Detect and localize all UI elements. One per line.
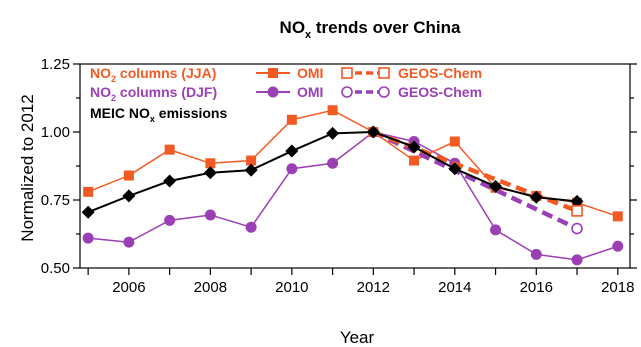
legend-geos-jja-marker-left: [341, 67, 353, 79]
axis-ticks: 2006 2008 2010 2012 2014 2016 2018 0.50 0.75 1.00…: [41, 56, 637, 296]
omi-djf-point: [612, 240, 624, 252]
legend-meic-label: MEIC NOx emissions: [90, 105, 227, 124]
x-tick-label: 2012: [357, 279, 390, 296]
legend-djf-label-rest: columns (DJF): [116, 84, 217, 100]
x-axis-label: Year: [340, 328, 375, 347]
omi-djf-point: [490, 224, 502, 236]
x-tick-label: 2006: [112, 279, 145, 296]
meic-point: [81, 205, 95, 219]
chart-title-main: NO: [280, 18, 306, 37]
omi-djf-point: [571, 254, 583, 266]
legend-meic-label-sub: x: [150, 114, 155, 124]
legend-geos-jja-marker-right: [378, 67, 390, 79]
omi-djf-point: [286, 163, 298, 175]
legend-geos-djf-text: GEOS-Chem: [398, 84, 482, 100]
meic-point: [203, 166, 217, 180]
legend-jja-label: NO2 columns (JJA): [90, 65, 216, 84]
omi-jja-point: [246, 155, 257, 166]
meic-point: [570, 194, 584, 208]
legend-geos-jja-text: GEOS-Chem: [398, 65, 482, 81]
series-layer: [81, 105, 624, 266]
geos-djf-line: [372, 129, 579, 231]
x-tick-label: 2014: [438, 279, 471, 296]
omi-jja-point: [327, 105, 338, 116]
legend-djf-label: NO2 columns (DJF): [90, 84, 217, 103]
legend-omi-djf-text: OMI: [297, 84, 323, 100]
meic-point: [366, 125, 380, 139]
y-tick-label: 1.25: [41, 56, 70, 73]
legend-djf-label-sub: 2: [111, 93, 116, 103]
x-tick-label: 2008: [194, 279, 227, 296]
omi-jja-point: [612, 211, 623, 222]
omi-jja-point: [83, 186, 94, 197]
omi-djf-point: [327, 157, 339, 169]
meic-point: [489, 179, 503, 193]
y-tick-label: 1.00: [41, 124, 70, 141]
legend-meic-label-rest: emissions: [155, 105, 228, 121]
meic-point: [326, 126, 340, 140]
legend-jja-label-sub: 2: [111, 74, 116, 84]
meic-point: [244, 163, 258, 177]
meic-point: [163, 174, 177, 188]
omi-jja-point: [164, 144, 175, 155]
chart-title-rest: trends over China: [311, 18, 461, 37]
meic-point: [285, 144, 299, 158]
omi-djf-point: [530, 248, 542, 260]
legend-djf-label-main: NO: [90, 84, 111, 100]
omi-djf-line: [88, 131, 619, 261]
omi-jja-point: [449, 136, 460, 147]
legend-meic-label-main: MEIC NO: [90, 105, 150, 121]
legend-omi-jja-marker: [268, 68, 278, 78]
omi-djf-point: [204, 209, 216, 221]
y-tick-label: 0.75: [41, 192, 70, 209]
meic-point: [122, 189, 136, 203]
omi-djf-point: [164, 214, 176, 226]
legend-geos-djf-marker-left: [341, 86, 353, 98]
meic-point: [529, 190, 543, 204]
x-tick-label: 2016: [520, 279, 553, 296]
chart-title: NOx trends over China: [280, 18, 461, 41]
geos-djf-end-point: [571, 222, 583, 235]
legend-omi-djf-marker: [267, 86, 279, 98]
y-tick-label: 0.50: [41, 260, 70, 277]
omi-djf-point: [82, 232, 94, 244]
omi-djf-point: [123, 236, 135, 248]
omi-jja-point: [409, 155, 420, 166]
omi-djf-point: [245, 221, 257, 233]
legend-jja-label-main: NO: [90, 65, 111, 81]
meic-line: [87, 130, 578, 214]
meic-point: [407, 140, 421, 154]
omi-jja-point: [286, 114, 297, 125]
meic-point: [448, 162, 462, 176]
omi-jja-point: [205, 158, 216, 169]
legend-omi-jja-text: OMI: [297, 65, 323, 81]
x-tick-label: 2010: [275, 279, 308, 296]
geos-jja-end-point: [571, 205, 583, 217]
omi-jja-point: [123, 170, 134, 181]
chart-title-sub: x: [305, 29, 312, 41]
y-axis-label: Normalized to 2012: [18, 94, 37, 241]
x-tick-label: 2018: [601, 279, 634, 296]
legend-geos-djf-marker-right: [378, 86, 390, 98]
legend-jja-label-rest: columns (JJA): [116, 65, 216, 81]
